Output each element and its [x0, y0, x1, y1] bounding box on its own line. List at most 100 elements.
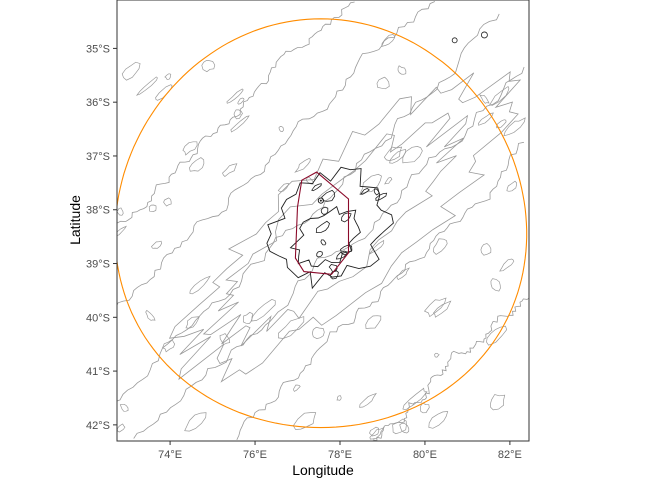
y-tick-label: 35°S	[86, 43, 110, 55]
deep-contour-blob	[163, 197, 172, 207]
deep-contour-blob	[242, 311, 254, 324]
range-circle	[117, 18, 528, 429]
deep-contour-blob	[396, 267, 411, 281]
x-axis-title: Longitude	[292, 462, 354, 478]
deep-contour-blob	[164, 73, 172, 80]
deep-contour-blob	[490, 394, 506, 411]
deep-contour-blob	[162, 339, 176, 353]
deep-contour-blob	[490, 278, 501, 292]
deep-contour-blob	[145, 309, 156, 321]
deep-contour-blob	[381, 34, 396, 47]
seamount-marker	[451, 37, 458, 44]
seamount-marker	[481, 31, 488, 39]
y-tick-label: 42°S	[86, 420, 110, 432]
deep-contour-blob	[189, 275, 211, 295]
shallow-contour-blob	[328, 264, 338, 273]
y-tick-label: 39°S	[86, 259, 110, 271]
deep-contour-blob	[434, 352, 440, 358]
deep-contour-blob	[503, 117, 526, 137]
deep-contour-blob	[237, 97, 245, 105]
x-tick-label: 76°E	[243, 449, 267, 461]
deep-contour-blob	[336, 395, 342, 401]
shallow-contour-blob	[340, 244, 353, 256]
deep-contour-blob	[480, 243, 492, 256]
deep-contour-blob	[201, 60, 216, 73]
deep-contour-line	[236, 141, 524, 440]
deep-contour-line	[117, 1, 355, 225]
x-tick-label: 74°E	[158, 449, 182, 461]
deep-contour-blob	[402, 387, 428, 411]
x-tick-label: 80°E	[413, 449, 437, 461]
shallow-contour-blob	[335, 250, 348, 260]
deep-contour-blob	[119, 403, 129, 412]
deep-contour-blob	[148, 204, 157, 212]
deep-contour-blob	[117, 225, 127, 236]
shallow-contour-blob	[359, 188, 370, 195]
y-axis: 35°S 36°S 37°S 38°S 39°S 40°S 41°S 42°S	[86, 43, 117, 432]
deep-contour-blob	[184, 412, 207, 432]
deep-contour-blob	[230, 115, 250, 133]
shallow-contour-blob	[341, 212, 352, 223]
deep-contour-blob	[359, 392, 377, 408]
deep-contour-blob	[189, 157, 205, 172]
deep-contour-blob	[506, 180, 517, 192]
shallow-contour	[266, 166, 394, 290]
deep-contour-blob	[423, 297, 447, 318]
deep-contour-blob	[135, 76, 158, 96]
island-marker	[317, 197, 324, 204]
shallow-contour-blob	[316, 250, 323, 258]
deep-contour-blob	[292, 412, 317, 430]
deep-contour-blob	[226, 88, 244, 104]
deep-contour-blob	[389, 148, 407, 164]
deep-contour-blob	[121, 61, 141, 81]
x-axis: 74°E 76°E 78°E 80°E 82°E	[158, 441, 522, 461]
x-tick-label: 78°E	[328, 449, 352, 461]
plot-panel-background	[117, 0, 529, 441]
deep-contour-blob	[479, 94, 490, 104]
deep-contour-blob	[420, 402, 430, 414]
deep-contour-blob	[150, 240, 163, 249]
deep-contour-blob	[369, 426, 380, 437]
island-marker-dot	[319, 199, 322, 202]
deep-contour-blob	[433, 238, 448, 255]
shallow-contour	[289, 205, 361, 268]
deep-contour-blob	[222, 163, 238, 177]
deep-contour-blob	[278, 316, 305, 339]
deep-contour-line	[117, 1, 436, 307]
deep-contour-blob	[117, 207, 124, 216]
shallow-contour-blob	[320, 239, 327, 246]
shallow-contour-blob	[373, 188, 381, 196]
x-tick-label: 82°E	[498, 449, 522, 461]
bathymetry-contours-shallow	[266, 31, 488, 290]
deep-contour-blob	[428, 411, 449, 429]
deep-contour-blob	[365, 315, 382, 329]
deep-contour-blob	[399, 422, 410, 434]
deep-contour-blob	[383, 146, 403, 161]
deep-contour-blob	[311, 326, 325, 339]
y-axis-title: Latitude	[67, 195, 83, 245]
deep-contour-blob	[489, 85, 510, 106]
deep-contour-blob	[233, 109, 243, 120]
deep-contour-line	[133, 66, 525, 439]
deep-contour-line	[372, 297, 529, 441]
y-tick-label: 36°S	[86, 97, 110, 109]
shallow-contour-blob	[311, 183, 322, 192]
plot-panel-border	[116, 0, 530, 442]
y-tick-label: 37°S	[86, 151, 110, 163]
deep-contour-blob	[277, 183, 290, 192]
plateau-contour	[202, 112, 469, 347]
bathymetry-contours-deep	[117, 1, 529, 441]
shallow-contour-blob	[375, 192, 388, 201]
deep-contour-blob	[117, 423, 126, 433]
deep-contour-blob	[185, 316, 200, 329]
y-tick-label: 40°S	[86, 312, 110, 324]
deep-contour-blob	[359, 173, 382, 195]
region-polygon	[294, 171, 350, 275]
deep-contour-blob	[496, 119, 507, 129]
y-tick-label: 41°S	[86, 366, 110, 378]
plateau-contour	[168, 71, 522, 383]
deep-contour-blob	[182, 141, 198, 156]
deep-contour-blob	[293, 384, 301, 392]
deep-contour-blob	[376, 76, 390, 90]
